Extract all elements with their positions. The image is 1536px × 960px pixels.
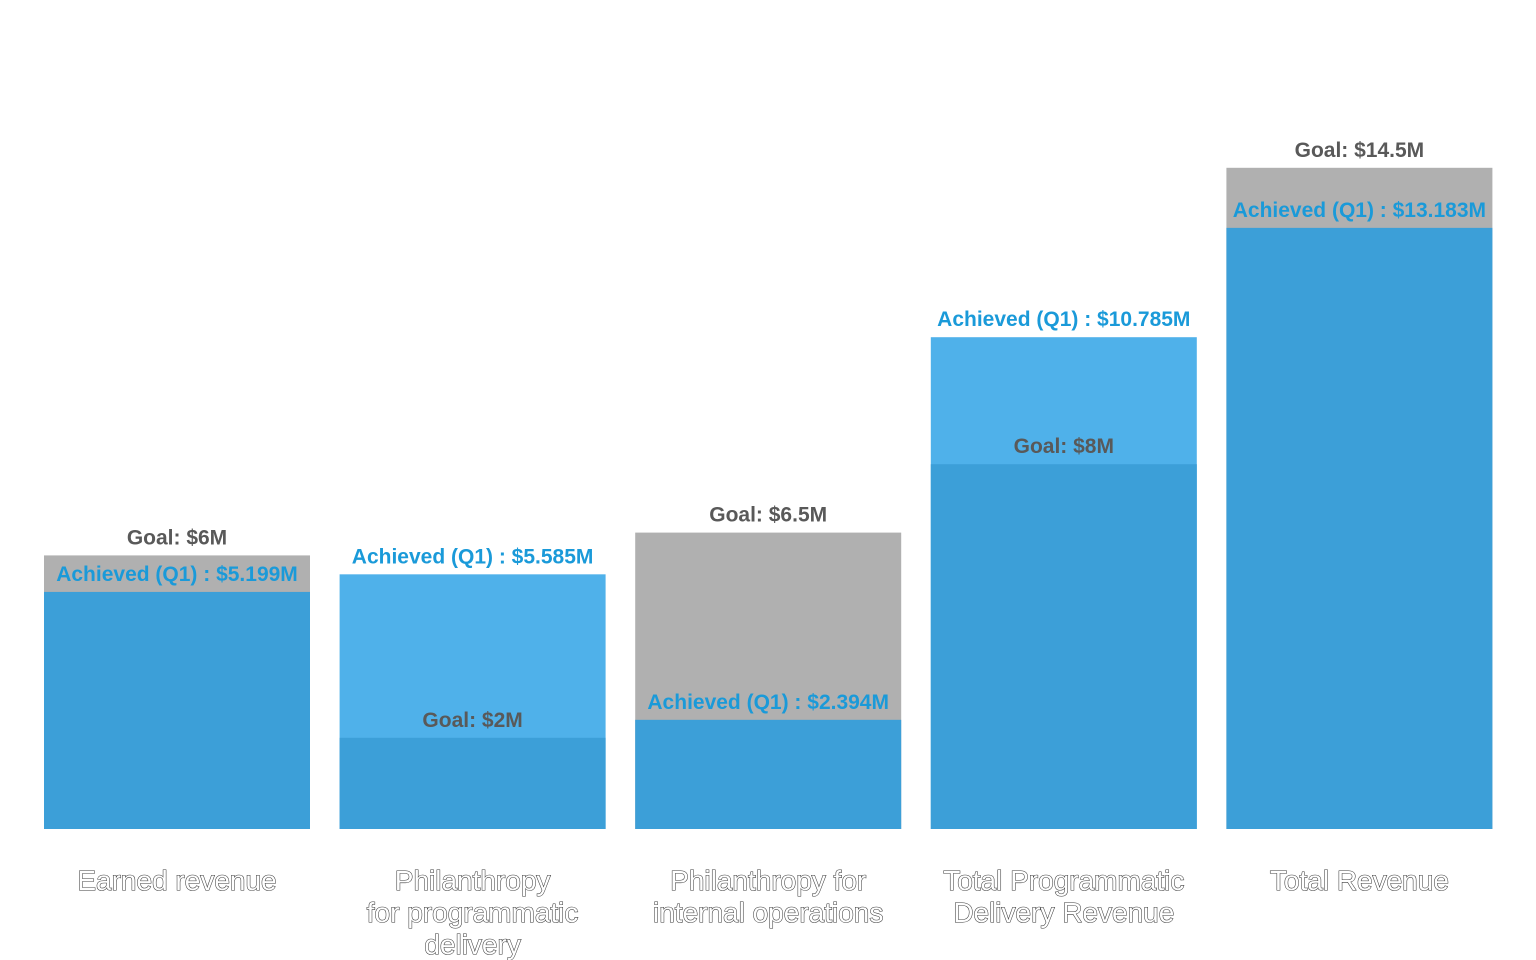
category-label: Philanthropy for internal operations [653, 865, 883, 928]
goal-value-label: Goal: $8M [1014, 435, 1114, 458]
category-label: Earned revenue [77, 865, 276, 896]
achieved-value-label: Achieved (Q1) : $10.785M [937, 308, 1190, 331]
achieved-bar [1226, 227, 1493, 829]
goal-bar [930, 464, 1197, 829]
category-label: Total Revenue [1270, 865, 1449, 896]
achieved-bar [635, 719, 902, 829]
category-label-line: internal operations [653, 897, 883, 928]
goal-value-label: Goal: $14.5M [1295, 139, 1425, 162]
category-label-line: for programmatic [367, 897, 579, 928]
category-label-line: Philanthropy [395, 865, 551, 896]
goal-value-label: Goal: $6M [127, 526, 227, 549]
category-label-line: Philanthropy for [670, 865, 866, 896]
achieved-value-label: Achieved (Q1) : $5.585M [352, 545, 594, 568]
goal-value-label: Goal: $6.5M [709, 504, 827, 527]
bars-layer [44, 167, 1493, 830]
goal-value-label: Goal: $2M [422, 709, 522, 732]
category-label-line: delivery [424, 929, 520, 960]
category-label-line: Earned revenue [77, 865, 276, 896]
category-label: Total Programmatic Delivery Revenue [943, 865, 1184, 928]
category-label: Philanthropy for programmatic delivery [367, 865, 579, 960]
value-labels-layer: Goal: $6M Achieved (Q1) : $5.199M Goal: $2… [56, 139, 1486, 732]
category-label-line: Delivery Revenue [953, 897, 1174, 928]
achieved-value-label: Achieved (Q1) : $13.183M [1233, 199, 1486, 222]
category-labels-layer: Earned revenue Philanthropy for programmat… [77, 864, 1450, 960]
category-label-line: Total Programmatic [943, 865, 1184, 896]
achieved-bar [44, 591, 310, 829]
achieved-value-label: Achieved (Q1) : $5.199M [56, 563, 298, 586]
goal-bar [339, 737, 606, 829]
achieved-value-label: Achieved (Q1) : $2.394M [647, 691, 889, 714]
category-label-line: Total Revenue [1270, 865, 1449, 896]
